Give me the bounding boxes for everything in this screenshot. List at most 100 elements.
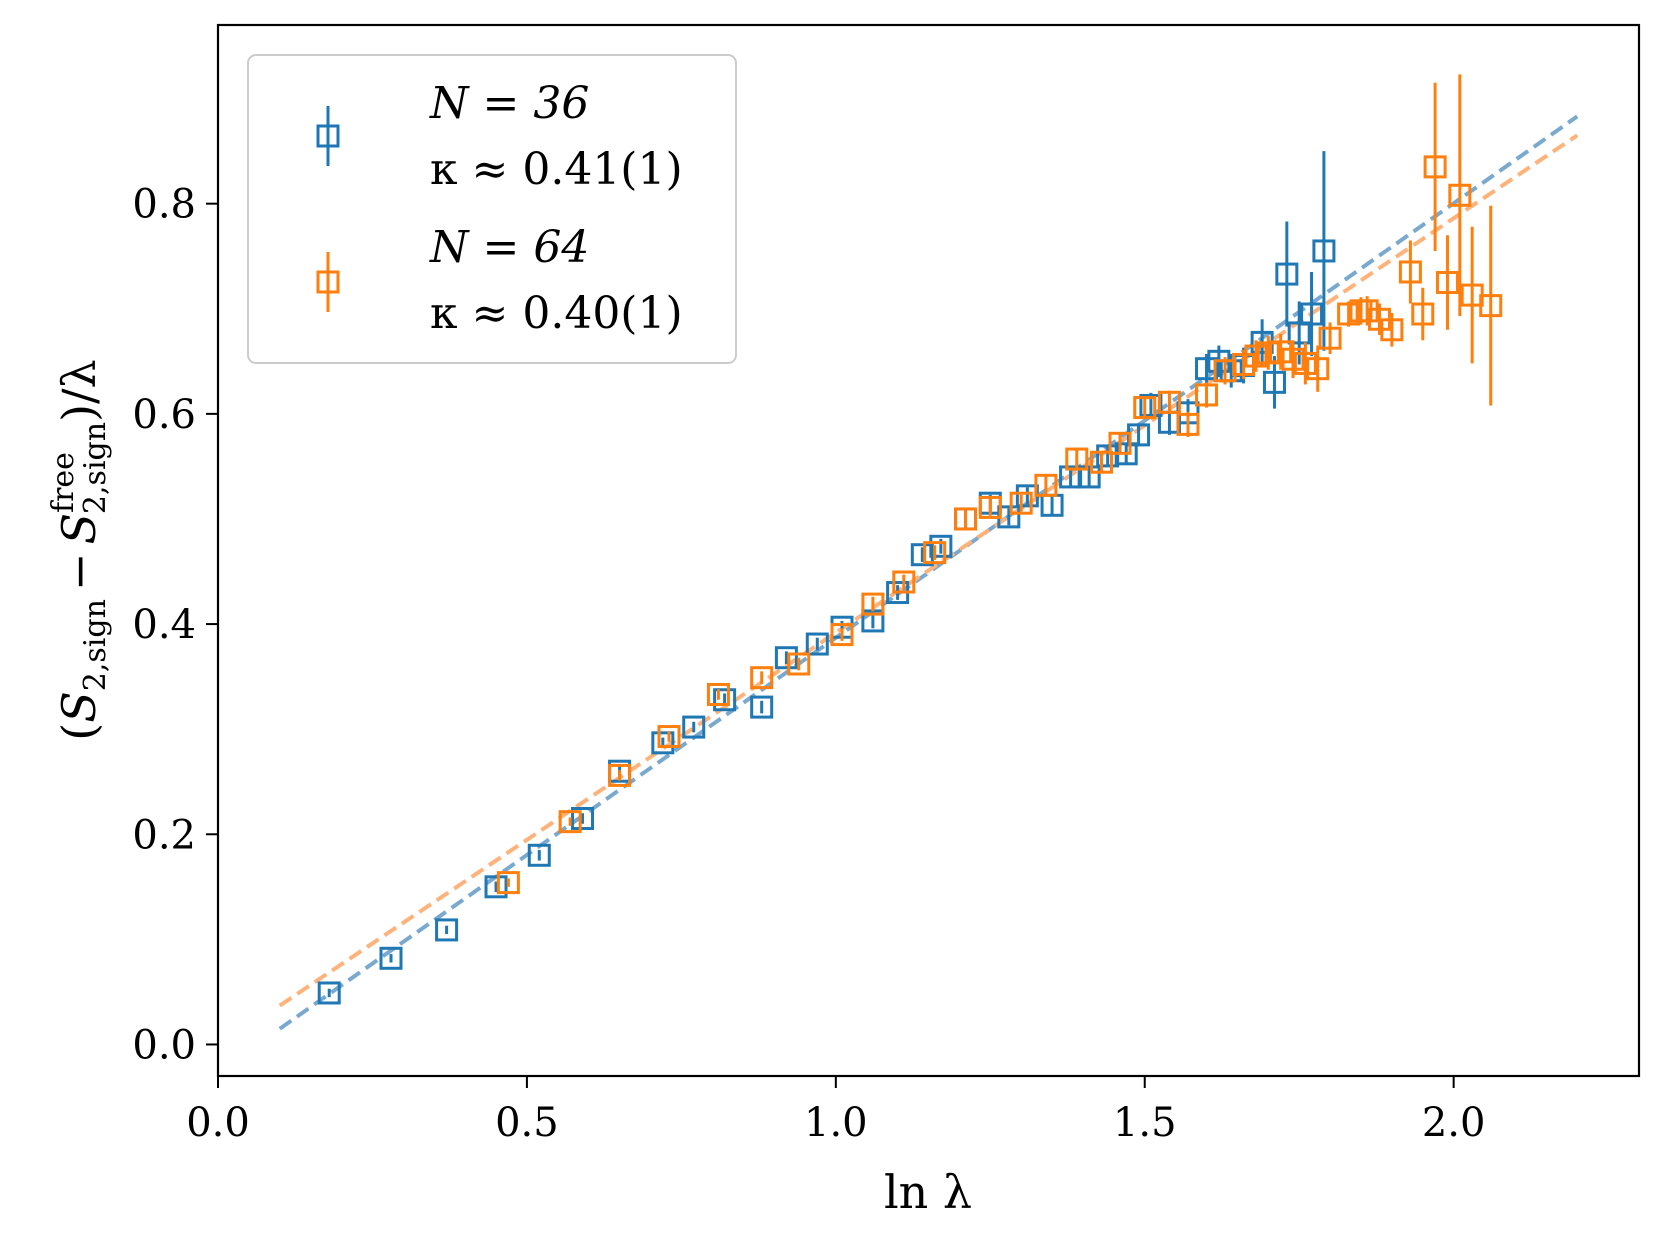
point-marker [1423, 155, 1447, 179]
data-point-s1-19 [1157, 390, 1181, 414]
point-marker [1195, 383, 1219, 407]
point-marker [706, 682, 730, 706]
point-marker [558, 810, 582, 834]
point-marker [1287, 321, 1311, 345]
data-point-s1-2 [608, 763, 632, 787]
data-point-s1-7 [830, 623, 854, 647]
x-axis-title: ln λ [884, 1165, 972, 1219]
data-point-s1-38 [1423, 82, 1447, 251]
point-marker [1300, 302, 1324, 326]
point-marker [892, 570, 916, 594]
point-marker [1065, 447, 1089, 471]
point-marker [1398, 260, 1422, 284]
axis-ticks: 0.0 0.5 1.0 1.5 2.0 0.0 0.2 0.4 0.6 0.8 [132, 182, 1485, 1146]
data-point-s0-3 [484, 875, 508, 899]
point-marker [1256, 341, 1280, 365]
point-marker [682, 715, 706, 739]
data-point-s1-39 [1435, 235, 1459, 330]
point-marker [1275, 262, 1299, 286]
legend-kappa-n36: κ ≈ 0.41(1) [430, 144, 683, 195]
data-point-s1-25 [1256, 336, 1280, 370]
point-marker [861, 592, 885, 616]
data-point-s1-35 [1380, 312, 1404, 347]
point-marker [1293, 351, 1317, 375]
data-point-s0-24 [1077, 465, 1101, 489]
point-marker [1281, 347, 1305, 371]
data-point-s1-24 [1244, 340, 1268, 372]
y-tick-label-2: 0.4 [132, 602, 196, 648]
point-marker [929, 534, 953, 558]
legend-marker-n64 [316, 252, 340, 312]
data-point-s0-39 [1300, 271, 1324, 357]
legend-box [247, 54, 737, 364]
x-tick-label-3: 1.5 [1113, 1100, 1177, 1146]
fit-line-1 [278, 133, 1579, 1008]
point-marker [651, 731, 675, 755]
data-point-s0-36 [1262, 356, 1286, 409]
point-marker [1232, 352, 1256, 376]
data-point-s0-2 [435, 918, 459, 942]
point-marker [1077, 465, 1101, 489]
data-point-s1-40 [1448, 74, 1472, 317]
point-marker [750, 666, 774, 690]
x-tick-label-2: 1.0 [804, 1100, 868, 1146]
point-marker [774, 646, 798, 670]
data-point-s1-4 [706, 682, 730, 706]
point-marker [1262, 370, 1286, 394]
point-marker [317, 981, 341, 1005]
data-point-s1-9 [892, 570, 916, 594]
legend-label-n36: N = 36 [429, 78, 589, 129]
point-marker [1089, 450, 1113, 474]
point-marker [1479, 294, 1503, 318]
data-point-s0-11 [774, 646, 798, 670]
data-point-s1-26 [1269, 333, 1293, 370]
point-marker [608, 763, 632, 787]
point-marker [1133, 396, 1157, 420]
y-tick-label-1: 0.2 [132, 812, 196, 858]
data-point-s1-42 [1479, 205, 1503, 406]
x-tick-label-0: 0.0 [186, 1100, 250, 1146]
data-point-s0-1 [379, 946, 403, 970]
plot-frame [216, 23, 1641, 1078]
point-marker [1380, 318, 1404, 342]
data-point-s1-15 [1065, 447, 1089, 471]
point-marker [1157, 390, 1181, 414]
point-marker [923, 541, 947, 565]
data-point-s0-4 [527, 843, 551, 867]
data-point-s0-40 [1312, 151, 1336, 351]
point-marker [954, 507, 978, 531]
data-point-s0-8 [682, 715, 706, 739]
data-point-s0-5 [571, 807, 595, 831]
point-marker [1244, 344, 1268, 368]
point-marker [750, 695, 774, 719]
data-point-s0-0 [317, 981, 341, 1005]
data-point-s1-21 [1195, 382, 1219, 408]
point-marker [527, 843, 551, 867]
data-point-s1-8 [861, 592, 885, 616]
point-marker [1269, 340, 1293, 364]
point-marker [830, 623, 854, 647]
point-marker [787, 652, 811, 676]
data-point-s1-29 [1306, 345, 1330, 392]
data-point-s1-17 [1108, 431, 1132, 455]
data-point-s0-12 [805, 632, 829, 656]
legend: N = 36 κ ≈ 0.41(1) N = 64 κ ≈ 0.40(1) [247, 54, 737, 364]
data-point-s1-10 [923, 541, 947, 565]
y-tick-label-4: 0.8 [132, 182, 196, 228]
data-point-s1-14 [1034, 473, 1058, 497]
data-point-s1-11 [954, 507, 978, 531]
y-axis-title: (S2,sign−Sfree2,sign)/λ [46, 359, 113, 740]
data-point-s1-1 [558, 810, 582, 834]
data-point-s1-5 [750, 666, 774, 690]
data-point-s1-3 [657, 725, 681, 749]
data-point-s1-20 [1176, 411, 1200, 437]
data-point-s1-23 [1232, 349, 1256, 380]
point-marker [496, 871, 520, 895]
data-point-s1-36 [1398, 240, 1422, 304]
legend-marker-n36 [316, 106, 340, 166]
point-marker [1108, 431, 1132, 455]
data-point-s1-27 [1281, 340, 1305, 379]
data-point-s0-37 [1275, 221, 1299, 327]
data-points [317, 74, 1503, 1005]
data-point-s1-28 [1293, 342, 1317, 385]
